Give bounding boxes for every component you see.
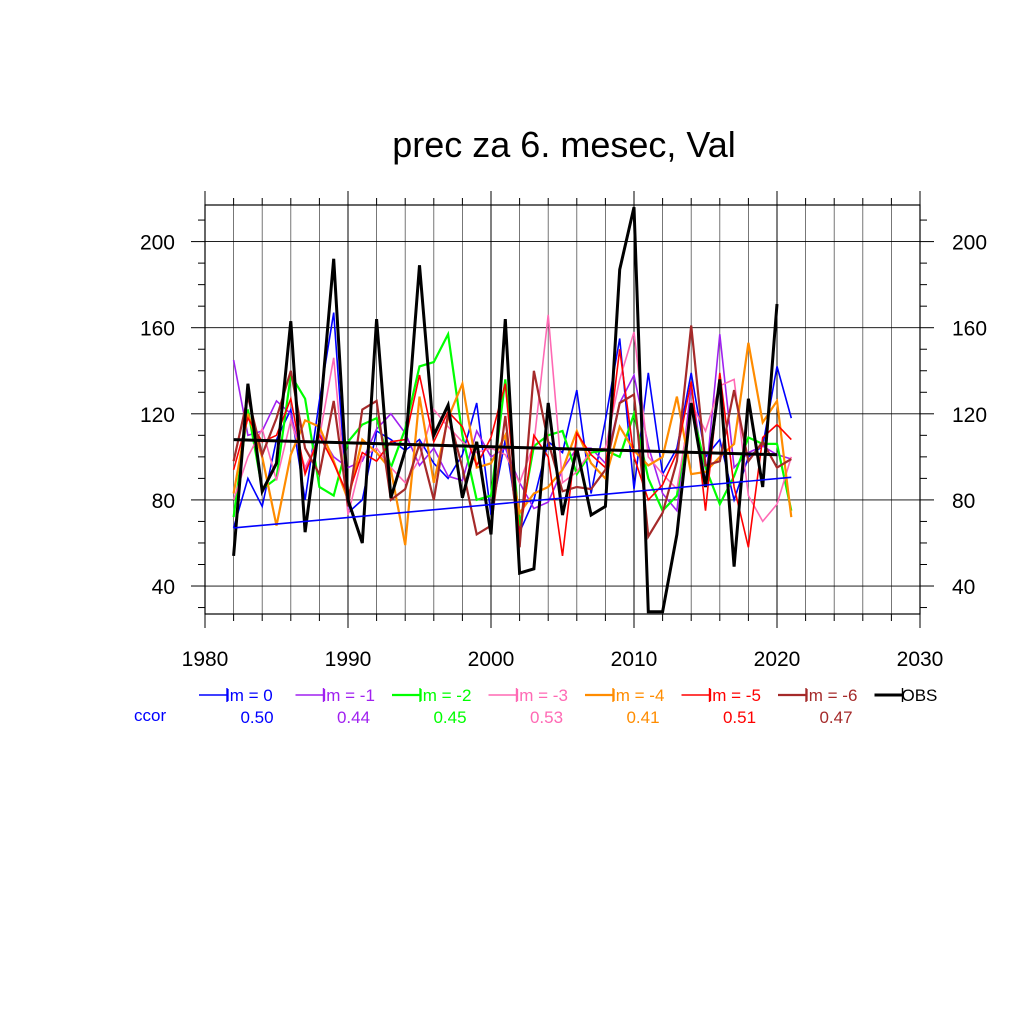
x-tick-label: 2020 [754, 648, 801, 671]
legend-label-5: lm = -5 [709, 686, 761, 705]
x-tick-label: 1980 [182, 648, 229, 671]
ccor-value-4: 0.41 [626, 708, 659, 727]
y-tick-label-left: 40 [152, 576, 175, 599]
x-tick-label: 2030 [897, 648, 944, 671]
series-line-7 [232, 206, 779, 614]
ccor-value-2: 0.45 [433, 708, 466, 727]
legend: lm = 0 0.50 lm = -1 0.44 lm = -2 0.45 lm = -3 0… [134, 686, 937, 727]
y-tick-label-right: 40 [952, 576, 975, 599]
legend-label-1: lm = -1 [323, 686, 375, 705]
ccor-value-1: 0.44 [337, 708, 370, 727]
chart-title: prec za 6. mesec, Val [392, 124, 735, 165]
y-tick-label-left: 120 [140, 404, 175, 427]
legend-label-6: lm = -6 [805, 686, 857, 705]
x-tick-label: 2000 [468, 648, 515, 671]
ccor-value-6: 0.47 [819, 708, 852, 727]
legend-label-2: lm = -2 [419, 686, 471, 705]
y-tick-label-right: 120 [952, 404, 987, 427]
grid [205, 205, 920, 614]
y-tick-label-right: 200 [952, 232, 987, 255]
y-tick-label-left: 160 [140, 318, 175, 341]
y-tick-label-left: 80 [152, 490, 175, 513]
x-tick-label: 1990 [325, 648, 372, 671]
plot-frame [204, 204, 921, 615]
legend-label-0: lm = 0 [226, 686, 273, 705]
y-tick-label-right: 160 [952, 318, 987, 341]
y-tick-label-left: 200 [140, 232, 175, 255]
series-line-6 [232, 325, 792, 548]
trend-line-1 [233, 438, 778, 457]
series-lines [232, 206, 793, 614]
legend-label-3: lm = -3 [516, 686, 568, 705]
y-tick-label-right: 80 [952, 490, 975, 513]
x-tick-label: 2010 [611, 648, 658, 671]
ccor-value-0: 0.50 [240, 708, 273, 727]
plot-border [204, 204, 921, 615]
ccor-value-5: 0.51 [723, 708, 756, 727]
ccor-value-3: 0.53 [530, 708, 563, 727]
legend-label-4: lm = -4 [612, 686, 664, 705]
axes: 1980 1990 2000 2010 2020 2030 40 40 80 80 120 120 16… [140, 191, 987, 671]
legend-label-7: OBS [902, 686, 938, 705]
ccor-label: ccor [134, 706, 166, 725]
trend-line-0 [233, 476, 792, 529]
